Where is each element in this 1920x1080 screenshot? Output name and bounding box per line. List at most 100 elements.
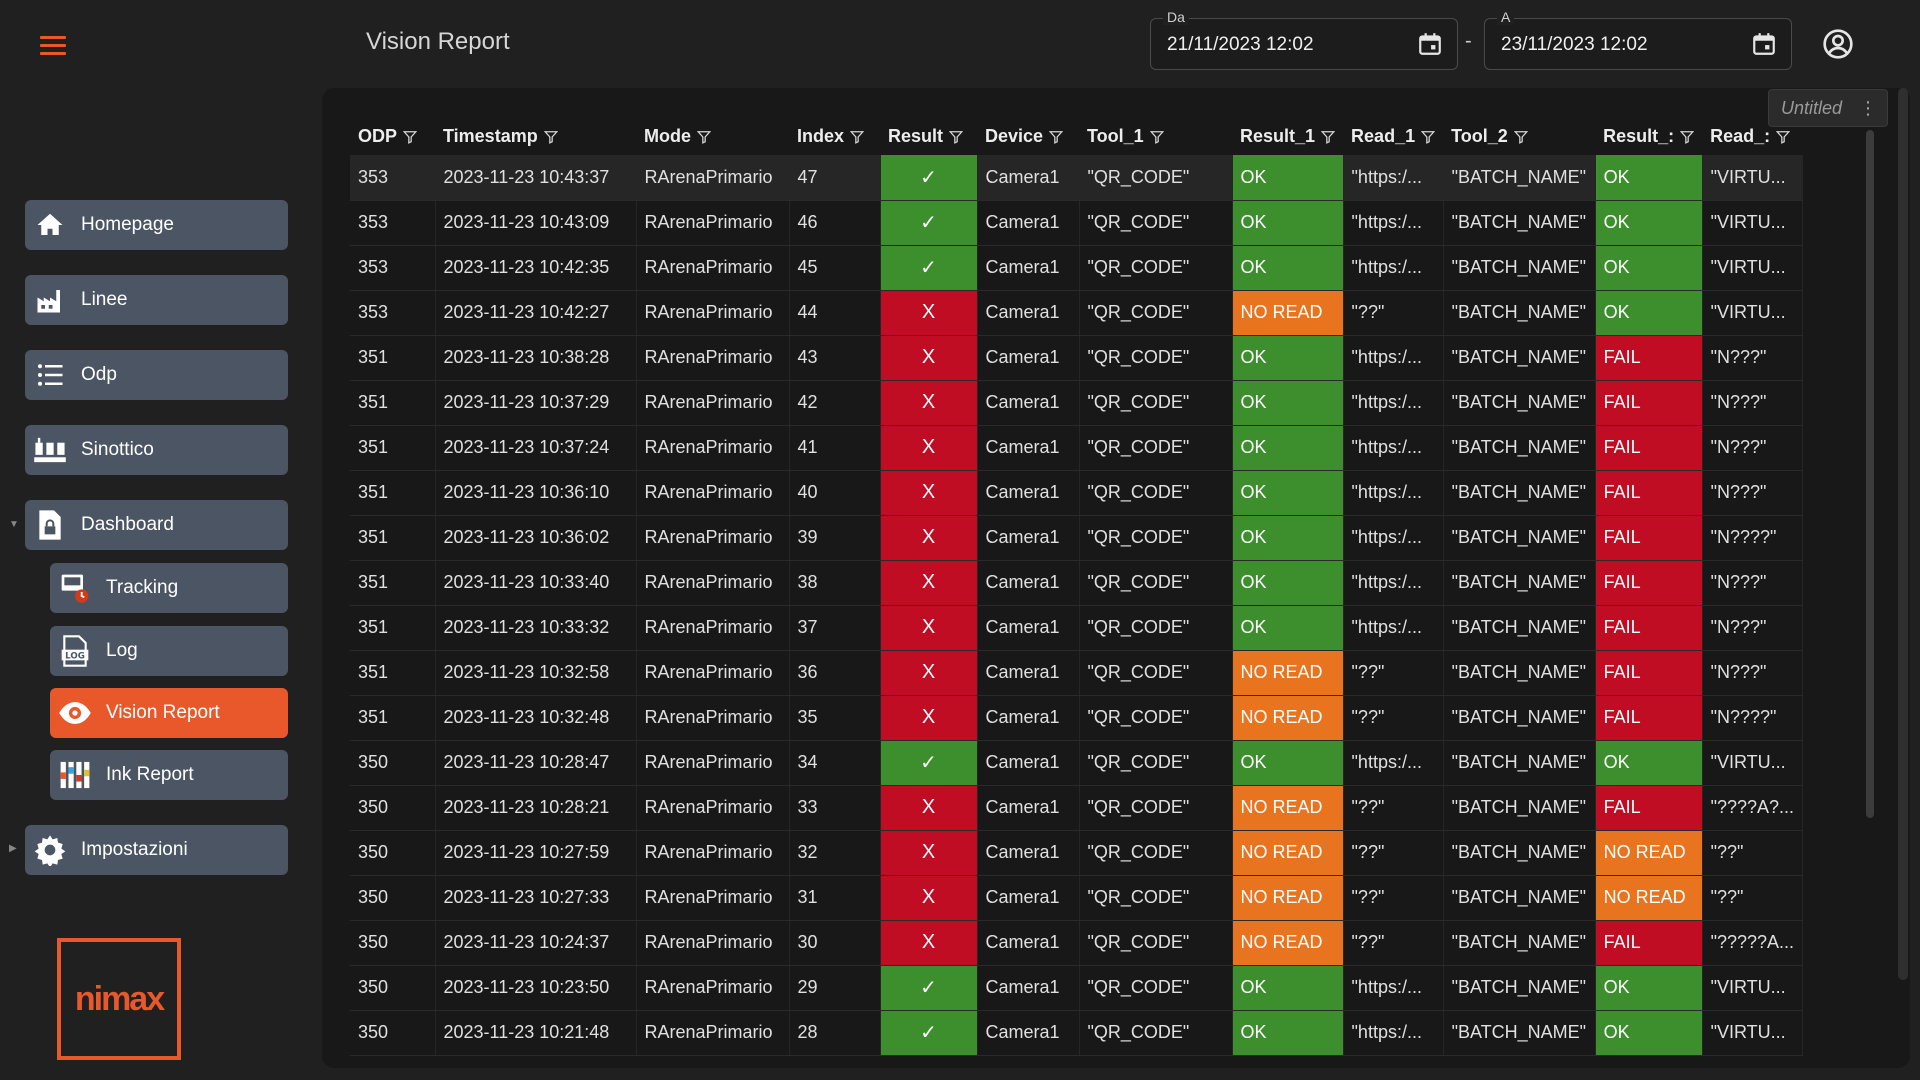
table-cell: "N???" (1702, 560, 1804, 606)
calendar-icon[interactable] (1417, 31, 1443, 57)
table-row[interactable]: 350 2023-11-23 10:28:21 RArenaPrimario 33 X C… (350, 785, 1804, 831)
table-cell: 2023-11-23 10:32:58 (435, 650, 637, 696)
untitled-widget[interactable]: Untitled ⋮ (1768, 89, 1888, 127)
column-header[interactable]: Result (880, 117, 977, 155)
calendar-icon[interactable] (1751, 31, 1777, 57)
table-cell: "https:/... (1343, 515, 1444, 561)
table-row[interactable]: 351 2023-11-23 10:32:58 RArenaPrimario 36 X C… (350, 650, 1804, 696)
table-row[interactable]: 350 2023-11-23 10:27:59 RArenaPrimario 32 X C… (350, 830, 1804, 876)
expand-caret-icon[interactable]: ▶ (9, 843, 17, 854)
column-header[interactable]: Tool_1 (1079, 117, 1232, 155)
table-row[interactable]: 353 2023-11-23 10:43:09 RArenaPrimario 46 ✓ C… (350, 200, 1804, 246)
sidebar-item-linee[interactable]: Linee (25, 275, 288, 325)
table-row[interactable]: 351 2023-11-23 10:36:02 RArenaPrimario 39 X C… (350, 515, 1804, 561)
more-options-icon[interactable]: ⋮ (1859, 97, 1877, 118)
table-row[interactable]: 353 2023-11-23 10:42:27 RArenaPrimario 44 X C… (350, 290, 1804, 336)
table-cell: "??" (1702, 875, 1804, 921)
table-cell: "N???" (1702, 335, 1804, 381)
filter-icon[interactable] (1776, 130, 1791, 144)
vision-report-table: ODP Timestamp Mode Index Result Device Tool_1 R… (350, 117, 1804, 1056)
table-cell: Camera1 (977, 920, 1080, 966)
filter-icon[interactable] (403, 130, 418, 144)
column-header[interactable]: Result_1 (1232, 117, 1343, 155)
table-row[interactable]: 351 2023-11-23 10:37:24 RArenaPrimario 41 X C… (350, 425, 1804, 471)
filter-icon[interactable] (949, 130, 964, 144)
table-row[interactable]: 351 2023-11-23 10:36:10 RArenaPrimario 40 X C… (350, 470, 1804, 516)
table-row[interactable]: 350 2023-11-23 10:27:33 RArenaPrimario 31 X C… (350, 875, 1804, 921)
table-cell: X (880, 560, 978, 606)
table-cell: 351 (350, 425, 436, 471)
svg-text:LOG: LOG (65, 651, 85, 661)
filter-icon[interactable] (1149, 130, 1164, 144)
column-header[interactable]: ODP (350, 117, 435, 155)
filter-icon[interactable] (1680, 130, 1695, 144)
sidebar-item-dashboard[interactable]: Dashboard (25, 500, 288, 550)
column-header[interactable]: Tool_2 (1443, 117, 1595, 155)
list-icon (33, 358, 67, 392)
column-header[interactable]: Mode (636, 117, 789, 155)
column-header[interactable]: Index (789, 117, 880, 155)
table-row[interactable]: 351 2023-11-23 10:32:48 RArenaPrimario 35 X C… (350, 695, 1804, 741)
table-cell: "BATCH_NAME" (1443, 200, 1596, 246)
table-cell: 2023-11-23 10:36:10 (435, 470, 637, 516)
filter-icon[interactable] (1321, 130, 1336, 144)
column-header[interactable]: Read_: (1702, 117, 1802, 155)
page-scrollbar[interactable] (1898, 88, 1908, 980)
table-cell: X (880, 380, 978, 426)
table-cell: Camera1 (977, 830, 1080, 876)
filter-icon[interactable] (850, 130, 865, 144)
table-cell: 353 (350, 155, 436, 201)
table-scrollbar[interactable] (1866, 130, 1874, 818)
table-cell: Camera1 (977, 425, 1080, 471)
table-cell: OK (1232, 515, 1344, 561)
column-header-label: Timestamp (443, 125, 538, 146)
sidebar-item-log[interactable]: LOG Log (50, 626, 288, 676)
column-header[interactable]: Timestamp (435, 117, 636, 155)
sidebar-item-odp[interactable]: Odp (25, 350, 288, 400)
table-row[interactable]: 351 2023-11-23 10:37:29 RArenaPrimario 42 X C… (350, 380, 1804, 426)
filter-icon[interactable] (1421, 130, 1436, 144)
table-row[interactable]: 351 2023-11-23 10:33:32 RArenaPrimario 37 X C… (350, 605, 1804, 651)
table-row[interactable]: 351 2023-11-23 10:33:40 RArenaPrimario 38 X C… (350, 560, 1804, 606)
table-row[interactable]: 350 2023-11-23 10:23:50 RArenaPrimario 29 ✓ C… (350, 965, 1804, 1011)
sidebar-item-label: Tracking (106, 577, 179, 598)
table-cell: "QR_CODE" (1079, 1010, 1233, 1056)
filter-icon[interactable] (1513, 130, 1528, 144)
table-cell: "https:/... (1343, 155, 1444, 201)
table-cell: 2023-11-23 10:37:29 (435, 380, 637, 426)
sidebar-item-impostazioni[interactable]: Impostazioni (25, 825, 288, 875)
table-cell: Camera1 (977, 695, 1080, 741)
table-cell: X (880, 290, 978, 336)
table-row[interactable]: 353 2023-11-23 10:42:35 RArenaPrimario 45 ✓ C… (350, 245, 1804, 291)
column-header[interactable]: Read_1 (1343, 117, 1443, 155)
sidebar-item-homepage[interactable]: Homepage (25, 200, 288, 250)
column-header[interactable]: Device (977, 117, 1079, 155)
table-cell: "QR_CODE" (1079, 740, 1233, 786)
table-row[interactable]: 350 2023-11-23 10:24:37 RArenaPrimario 30 X C… (350, 920, 1804, 966)
table-cell: "BATCH_NAME" (1443, 155, 1596, 201)
table-cell: "QR_CODE" (1079, 425, 1233, 471)
table-row[interactable]: 353 2023-11-23 10:43:37 RArenaPrimario 47 ✓ C… (350, 155, 1804, 201)
sidebar-item-label: Sinottico (81, 439, 154, 460)
table-cell: "QR_CODE" (1079, 605, 1233, 651)
document-lock-icon (33, 508, 67, 542)
table-cell: "VIRTU... (1702, 290, 1804, 336)
filter-icon[interactable] (697, 130, 711, 144)
filter-icon[interactable] (1049, 130, 1064, 144)
sidebar-item-vision-report[interactable]: Vision Report (50, 688, 288, 738)
filter-icon[interactable] (543, 130, 558, 144)
menu-icon[interactable] (40, 36, 66, 58)
sidebar-item-sinottico[interactable]: Sinottico (25, 425, 288, 475)
table-row[interactable]: 350 2023-11-23 10:21:48 RArenaPrimario 28 ✓ C… (350, 1010, 1804, 1056)
user-account-icon[interactable] (1822, 28, 1854, 60)
sidebar-item-tracking[interactable]: Tracking (50, 563, 288, 613)
date-from-field[interactable]: Da 21/11/2023 12:02 (1150, 9, 1458, 70)
table-row[interactable]: 351 2023-11-23 10:38:28 RArenaPrimario 43 X C… (350, 335, 1804, 381)
table-cell: RArenaPrimario (636, 830, 790, 876)
date-to-field[interactable]: A 23/11/2023 12:02 (1484, 9, 1792, 70)
top-bar: Vision Report Da 21/11/2023 12:02 - A 23… (0, 0, 1920, 88)
collapse-caret-icon[interactable]: ▼ (9, 519, 19, 530)
table-row[interactable]: 350 2023-11-23 10:28:47 RArenaPrimario 34 ✓ C… (350, 740, 1804, 786)
sidebar-item-ink-report[interactable]: Ink Report (50, 750, 288, 800)
column-header[interactable]: Result_: (1595, 117, 1702, 155)
